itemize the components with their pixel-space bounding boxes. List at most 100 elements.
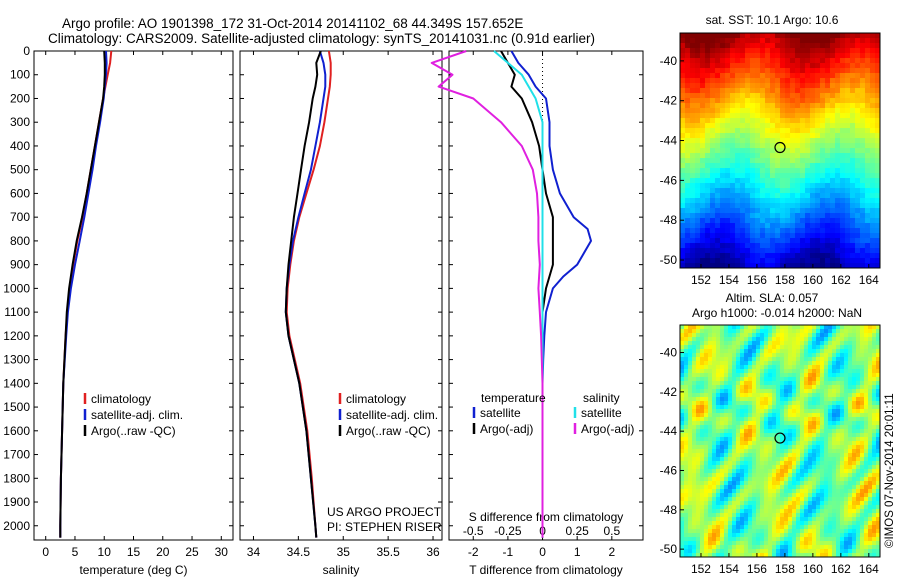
sla-map-cell [812, 465, 817, 470]
sla-map-cell [788, 421, 793, 426]
sla-map-cell [804, 341, 809, 346]
sla-map-cell [712, 525, 717, 530]
sla-map-cell [684, 349, 689, 354]
sla-map-cell [776, 465, 781, 470]
sst-map-cell [805, 218, 811, 224]
sla-map-cell [776, 481, 781, 486]
sst-map-cell [845, 48, 851, 54]
sla-map-cell [860, 497, 865, 502]
sla-map-cell [832, 497, 837, 502]
sla-map-cell [864, 381, 869, 386]
sla-map-cell [812, 441, 817, 446]
sla-map-cell [740, 345, 745, 350]
sst-map-cell [785, 163, 791, 169]
sst-map-cell [775, 193, 781, 199]
sst-map-xtick-label: 154 [719, 273, 739, 287]
sla-map-cell [868, 513, 873, 518]
sst-map-cell [830, 33, 836, 39]
sla-map-cell [864, 405, 869, 410]
sla-map-cell [760, 341, 765, 346]
sla-map-cell [712, 405, 717, 410]
sla-map-cell [788, 429, 793, 434]
sla-map-cell [736, 325, 741, 330]
sla-map-cell [864, 373, 869, 378]
sst-map-cell [805, 98, 811, 104]
sst-map-cell [815, 178, 821, 184]
sla-map-cell [692, 509, 697, 514]
sla-map-cell [696, 481, 701, 486]
sst-map-cell [750, 38, 756, 44]
sla-map-cell [796, 429, 801, 434]
sla-map-cell [832, 429, 837, 434]
sla-map-cell [780, 389, 785, 394]
sla-map-cell [768, 437, 773, 442]
sst-map-cell [835, 153, 841, 159]
sla-map-cell [736, 417, 741, 422]
sla-map-cell [840, 465, 845, 470]
sla-map-cell [864, 401, 869, 406]
sst-map-cell [745, 138, 751, 144]
sla-map-cell [796, 477, 801, 482]
sst-map-cell [850, 33, 856, 39]
sla-map-cell [776, 545, 781, 550]
sst-map-cell [865, 223, 871, 229]
sla-map-cell [868, 413, 873, 418]
sst-map-cell [755, 188, 761, 194]
sla-map-cell [844, 405, 849, 410]
sst-map-cell [875, 53, 881, 59]
sla-map-cell [820, 385, 825, 390]
sst-map-cell [765, 83, 771, 89]
sla-map-cell [720, 469, 725, 474]
sla-map-cell [752, 361, 757, 366]
sla-map-cell [680, 465, 685, 470]
sla-map-cell [836, 541, 841, 546]
sla-map-cell [692, 329, 697, 334]
sla-map-cell [772, 365, 777, 370]
sla-map-cell [820, 445, 825, 450]
sst-map-cell [845, 173, 851, 179]
sla-map-cell [748, 337, 753, 342]
sla-map-cell [780, 357, 785, 362]
sst-map-cell [820, 153, 826, 159]
sst-map-cell [760, 78, 766, 84]
sla-map-cell [864, 369, 869, 374]
sla-map-cell [844, 517, 849, 522]
difference-s-tick-label: -0.5 [463, 524, 484, 538]
sla-map-cell [696, 541, 701, 546]
sst-map-cell [695, 168, 701, 174]
sla-map-cell [692, 385, 697, 390]
sla-map-cell [816, 421, 821, 426]
sst-map-cell [710, 63, 716, 69]
sla-map-cell [804, 473, 809, 478]
sla-map-cell [760, 537, 765, 542]
sla-map-cell [808, 341, 813, 346]
sla-map-cell [816, 389, 821, 394]
sla-map-cell [712, 361, 717, 366]
sla-map-cell [744, 529, 749, 534]
sla-map-cell [700, 401, 705, 406]
sst-map-cell [815, 98, 821, 104]
sla-map-cell [872, 489, 877, 494]
sst-map-cell [760, 108, 766, 114]
sla-map-cell [736, 381, 741, 386]
sla-map-cell [716, 429, 721, 434]
sla-map-cell [848, 353, 853, 358]
sla-map-cell [756, 485, 761, 490]
sla-map-cell [832, 453, 837, 458]
sla-map-cell [756, 469, 761, 474]
sst-map-cell [830, 238, 836, 244]
sla-map-cell [752, 537, 757, 542]
sla-map-cell [768, 341, 773, 346]
sst-map-cell [790, 73, 796, 79]
sst-map-cell [820, 193, 826, 199]
sst-map-cell [845, 238, 851, 244]
sla-map-cell [804, 545, 809, 550]
sst-map-cell [685, 163, 691, 169]
sla-map-cell [820, 381, 825, 386]
temperature-ytick-label: 900 [10, 258, 30, 272]
sla-map-cell [856, 481, 861, 486]
sla-map-cell [716, 413, 721, 418]
sst-map-cell [690, 93, 696, 99]
sla-map-cell [832, 433, 837, 438]
